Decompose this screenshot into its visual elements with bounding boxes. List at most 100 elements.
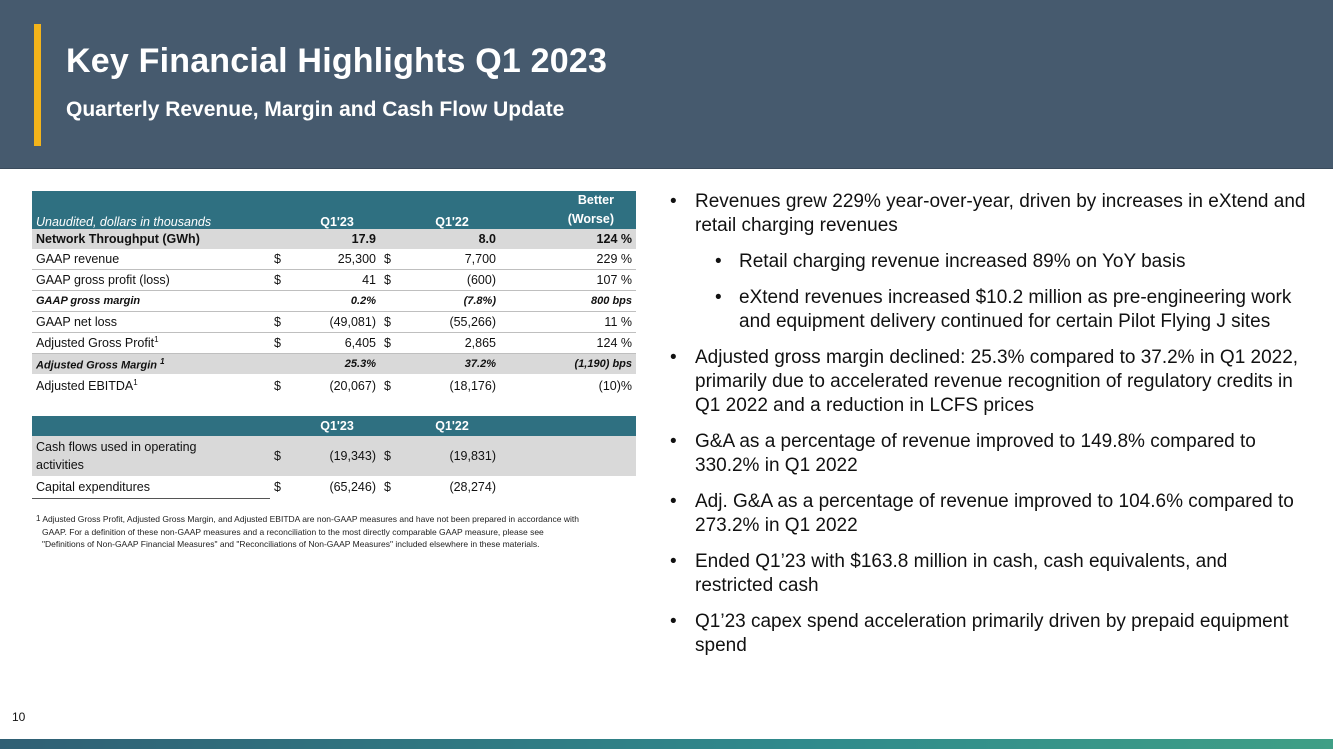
table-row: Cash flows used in operating activities … xyxy=(32,436,636,476)
row-change: 124 % xyxy=(500,229,636,249)
row-label-wrap: Adjusted Gross Margin 1 xyxy=(32,353,270,374)
table-header-row: Unaudited, dollars in thousands Q1'23 Q1… xyxy=(32,191,636,229)
row-change: 800 bps xyxy=(500,290,636,312)
row-label-line: activities xyxy=(36,458,84,472)
row-value-q122: (18,176) xyxy=(449,379,496,393)
col-header-better-worse: Better (Worse) xyxy=(500,191,636,229)
bullet-text: Adjusted gross margin declined: 25.3% co… xyxy=(695,347,1299,416)
col-header-q123: Q1'23 xyxy=(294,191,380,229)
col-header-q122: Q1'22 xyxy=(404,416,500,436)
bullet-icon: • xyxy=(715,251,722,272)
footnote-ref: 1 xyxy=(154,335,159,345)
row-dollar: $ xyxy=(380,332,404,354)
row-value-q122: 37.2% xyxy=(404,353,500,374)
bullet-item: • Ended Q1’23 with $163.8 million in cas… xyxy=(670,550,1310,598)
row-dollar: $ xyxy=(384,480,391,495)
table-row: Adjusted Gross Margin 1 25.3% 37.2% (1,1… xyxy=(32,353,636,374)
bullet-icon: • xyxy=(670,431,677,452)
row-value-q123: (19,343) xyxy=(294,436,380,476)
row-dollar: $ xyxy=(274,379,281,393)
table-row: GAAP gross margin 0.2% (7.8%) 800 bps xyxy=(32,290,636,312)
footnote-line-3: "Definitions of Non-GAAP Financial Measu… xyxy=(42,539,540,549)
row-value-q123: 0.2% xyxy=(294,290,380,312)
row-label: Adjusted Gross Margin xyxy=(36,359,158,372)
col-header-q122: Q1'22 xyxy=(404,191,500,229)
table-row: GAAP revenue $ 25,300 $ 7,700 229 % xyxy=(32,249,636,270)
row-dollar xyxy=(380,353,404,374)
row-change: 11 % xyxy=(500,311,636,333)
bullet-text: Ended Q1’23 with $163.8 million in cash,… xyxy=(695,551,1228,596)
row-value-q123: 17.9 xyxy=(294,229,380,249)
row-dollar: $ xyxy=(380,269,404,291)
row-value-q123: 25,300 xyxy=(294,249,380,270)
bullet-text: Retail charging revenue increased 89% on… xyxy=(739,251,1186,272)
row-value-q123: 41 xyxy=(294,269,380,291)
bullet-icon: • xyxy=(670,191,677,212)
bullet-icon: • xyxy=(670,551,677,572)
row-label: GAAP revenue xyxy=(32,249,270,270)
row-value-q122: (19,831) xyxy=(404,436,500,476)
row-label: Adjusted EBITDA xyxy=(36,379,134,394)
row-label: Network Throughput (GWh) xyxy=(32,229,270,249)
bullet-text: G&A as a percentage of revenue improved … xyxy=(695,431,1256,476)
footnote-line-1: Adjusted Gross Profit, Adjusted Gross Ma… xyxy=(42,514,579,524)
row-dollar xyxy=(270,229,294,249)
row-dollar xyxy=(270,290,294,312)
sub-bullet-item: • eXtend revenues increased $10.2 millio… xyxy=(715,286,1310,334)
sub-bullet-item: • Retail charging revenue increased 89% … xyxy=(715,250,1310,274)
table-row: Adjusted Gross Profit1 $ 6,405 $ 2,865 1… xyxy=(32,332,636,354)
footnote: 1 Adjusted Gross Profit, Adjusted Gross … xyxy=(36,513,640,551)
row-dollar: $ xyxy=(274,480,281,495)
row-value-q122: 7,700 xyxy=(404,249,500,270)
bullet-item: • Adj. G&A as a percentage of revenue im… xyxy=(670,490,1310,538)
bullet-text: eXtend revenues increased $10.2 million … xyxy=(739,287,1292,332)
row-label: Cash flows used in operating activities xyxy=(32,436,270,476)
highlights-bullet-list: • Revenues grew 229% year-over-year, dri… xyxy=(670,190,1310,670)
slide-header: Key Financial Highlights Q1 2023 Quarter… xyxy=(0,0,1333,169)
bullet-icon: • xyxy=(670,611,677,632)
row-value-q122: 8.0 xyxy=(404,229,500,249)
row-value-q122: (28,274) xyxy=(449,480,496,495)
col-header-q123: Q1'23 xyxy=(294,416,380,436)
row-dollar: $ xyxy=(380,311,404,333)
table-row: Adjusted EBITDA1 $ (20,067) $ (18,176) (… xyxy=(32,374,636,398)
row-dollar: $ xyxy=(270,269,294,291)
row-label: GAAP gross profit (loss) xyxy=(32,269,270,291)
row-change: 124 % xyxy=(500,332,636,354)
row-value-q123: (20,067) xyxy=(329,379,376,393)
row-value-q122: (600) xyxy=(404,269,500,291)
footnote-mark: 1 xyxy=(36,514,41,523)
row-dollar xyxy=(380,229,404,249)
col-header-worse: (Worse) xyxy=(567,212,614,226)
cash-flow-table: Q1'23 Q1'22 Cash flows used in operating… xyxy=(32,416,636,499)
row-label: GAAP net loss xyxy=(32,311,270,333)
row-label: Capital expenditures xyxy=(32,476,270,499)
bullet-text: Q1’23 capex spend acceleration primarily… xyxy=(695,611,1289,656)
table-row: GAAP net loss $ (49,081) $ (55,266) 11 % xyxy=(32,311,636,333)
bullet-item: • Q1’23 capex spend acceleration primari… xyxy=(670,610,1310,658)
table-header-row: Q1'23 Q1'22 xyxy=(32,416,636,436)
financial-highlights-table: Unaudited, dollars in thousands Q1'23 Q1… xyxy=(32,191,636,398)
row-change: (1,190) bps xyxy=(500,353,636,374)
footnote-ref: 1 xyxy=(133,378,138,388)
row-value-q123: (65,246) xyxy=(329,480,376,495)
bullet-icon: • xyxy=(715,287,722,308)
page-title: Key Financial Highlights Q1 2023 xyxy=(66,42,608,80)
row-dollar: $ xyxy=(384,379,391,393)
table-caption: Unaudited, dollars in thousands xyxy=(32,191,270,229)
table-row: Network Throughput (GWh) 17.9 8.0 124 % xyxy=(32,229,636,249)
row-label: Adjusted Gross Profit xyxy=(36,336,155,351)
bullet-icon: • xyxy=(670,347,677,368)
row-value-q123: (49,081) xyxy=(294,311,380,333)
row-value-q123: 25.3% xyxy=(294,353,380,374)
row-label-line: Cash flows used in operating xyxy=(36,440,197,454)
row-change: (10)% xyxy=(598,379,632,393)
row-dollar: $ xyxy=(380,249,404,270)
row-value-q122: 2,865 xyxy=(404,332,500,354)
page-number: 10 xyxy=(12,710,26,724)
row-change: 107 % xyxy=(500,269,636,291)
bullet-text: Adj. G&A as a percentage of revenue impr… xyxy=(695,491,1294,536)
row-dollar: $ xyxy=(270,436,294,476)
row-label: GAAP gross margin xyxy=(32,290,270,312)
table-row: GAAP gross profit (loss) $ 41 $ (600) 10… xyxy=(32,269,636,291)
